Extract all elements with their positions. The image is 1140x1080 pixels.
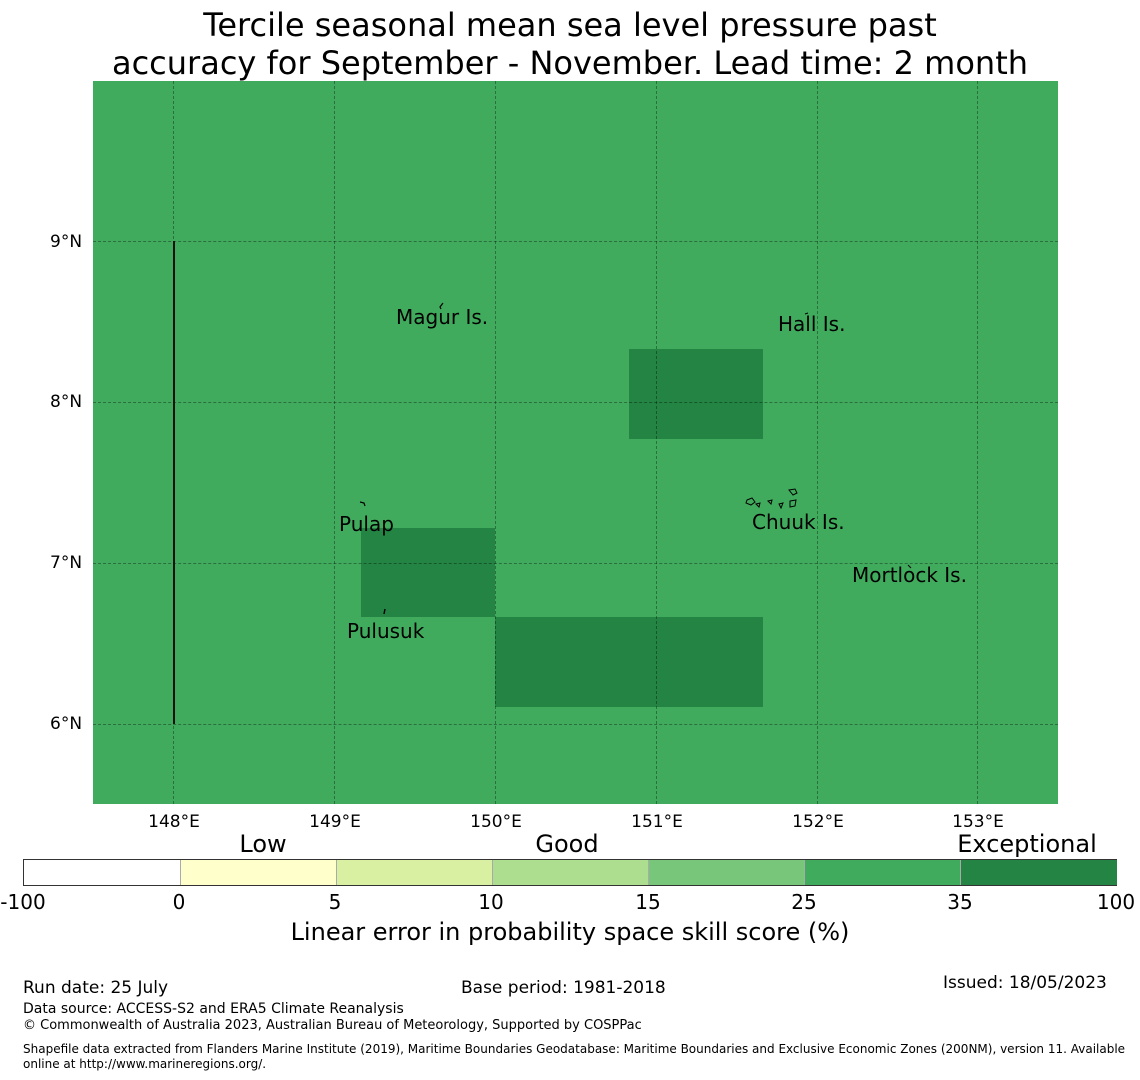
colorbar-label-5: 5 xyxy=(328,890,342,914)
colorbar-title: Linear error in probability space skill … xyxy=(290,918,850,946)
colorbar-label-10: 10 xyxy=(478,890,504,914)
colorbar-label-minus100: -100 xyxy=(0,890,46,914)
gridline-7n xyxy=(93,563,1058,564)
magur-island-outline xyxy=(439,302,444,310)
high-skill-cell-north xyxy=(629,349,763,439)
x-tick-153e: 153°E xyxy=(952,812,1004,832)
label-mortlock-is: Mortlock Is. xyxy=(852,563,967,587)
x-tick-149e: 149°E xyxy=(309,812,361,832)
x-tick-151e: 151°E xyxy=(631,812,683,832)
y-tick-7n: 7°N xyxy=(50,553,83,573)
colorbar-segment-7 xyxy=(960,860,1117,885)
colorbar-category-exceptional: Exceptional xyxy=(957,830,1097,858)
colorbar-segment-6 xyxy=(804,860,962,885)
title-line-2: accuracy for September - November. Lead … xyxy=(111,44,1029,82)
gridline-150e xyxy=(495,81,496,804)
colorbar-segment-4 xyxy=(492,860,650,885)
label-pulap: Pulap xyxy=(339,512,394,536)
gridline-151e xyxy=(656,81,657,804)
pulusuk-island-outline xyxy=(383,608,386,615)
colorbar-segment-2 xyxy=(180,860,338,885)
colorbar-label-15: 15 xyxy=(635,890,661,914)
data-source: Data source: ACCESS-S2 and ERA5 Climate … xyxy=(23,1001,404,1017)
hall-islands-outline xyxy=(804,312,809,315)
colorbar-category-low: Low xyxy=(239,830,287,858)
high-skill-cell-south xyxy=(495,617,763,707)
base-period: Base period: 1981-2018 xyxy=(461,978,666,998)
label-hall-is: Hall Is. xyxy=(778,312,846,336)
run-date: Run date: 25 July xyxy=(23,978,169,998)
y-tick-8n: 8°N xyxy=(50,392,83,412)
label-chuuk-is: Chuuk Is. xyxy=(752,510,845,534)
gridline-153e xyxy=(977,81,978,804)
high-skill-cell-west xyxy=(361,528,495,617)
shapefile-credit-line-2: online at http://www.marineregions.org/. xyxy=(23,1057,267,1071)
map-panel[interactable]: Magur Is. Hall Is. Pulap Chuuk Is. Mortl… xyxy=(93,81,1058,804)
label-magur-is: Magur Is. xyxy=(396,305,489,329)
x-tick-148e: 148°E xyxy=(148,812,200,832)
colorbar-label-0: 0 xyxy=(172,890,186,914)
colorbar-segment-1 xyxy=(24,860,180,885)
gridline-149e xyxy=(334,81,335,804)
pulap-island-outline xyxy=(359,501,366,507)
issued-date: Issued: 18/05/2023 xyxy=(943,973,1107,993)
colorbar-label-35: 35 xyxy=(947,890,973,914)
colorbar-segment-5 xyxy=(648,860,806,885)
copyright-notice: © Commonwealth of Australia 2023, Austra… xyxy=(23,1018,642,1033)
gridline-8n xyxy=(93,402,1058,403)
title-line-1: Tercile seasonal mean sea level pressure… xyxy=(203,6,937,44)
colorbar-label-100: 100 xyxy=(1096,890,1136,914)
gridline-6n xyxy=(93,724,1058,725)
shapefile-credit-line-1: Shapefile data extracted from Flanders M… xyxy=(23,1042,1126,1056)
y-tick-9n: 9°N xyxy=(50,232,83,252)
colorbar xyxy=(23,859,1117,886)
chart-title: Tercile seasonal mean sea level pressure… xyxy=(0,6,1140,82)
chuuk-islands-outline xyxy=(745,488,798,510)
x-tick-150e: 150°E xyxy=(470,812,522,832)
x-tick-152e: 152°E xyxy=(792,812,844,832)
gridline-9n xyxy=(93,241,1058,242)
colorbar-category-good: Good xyxy=(535,830,599,858)
colorbar-segment-3 xyxy=(336,860,494,885)
colorbar-label-25: 25 xyxy=(791,890,817,914)
maritime-boundary-line xyxy=(173,241,175,724)
gridline-152e xyxy=(817,81,818,804)
mortlock-islands-outline xyxy=(907,564,912,569)
label-pulusuk: Pulusuk xyxy=(347,619,425,643)
y-tick-6n: 6°N xyxy=(50,714,83,734)
